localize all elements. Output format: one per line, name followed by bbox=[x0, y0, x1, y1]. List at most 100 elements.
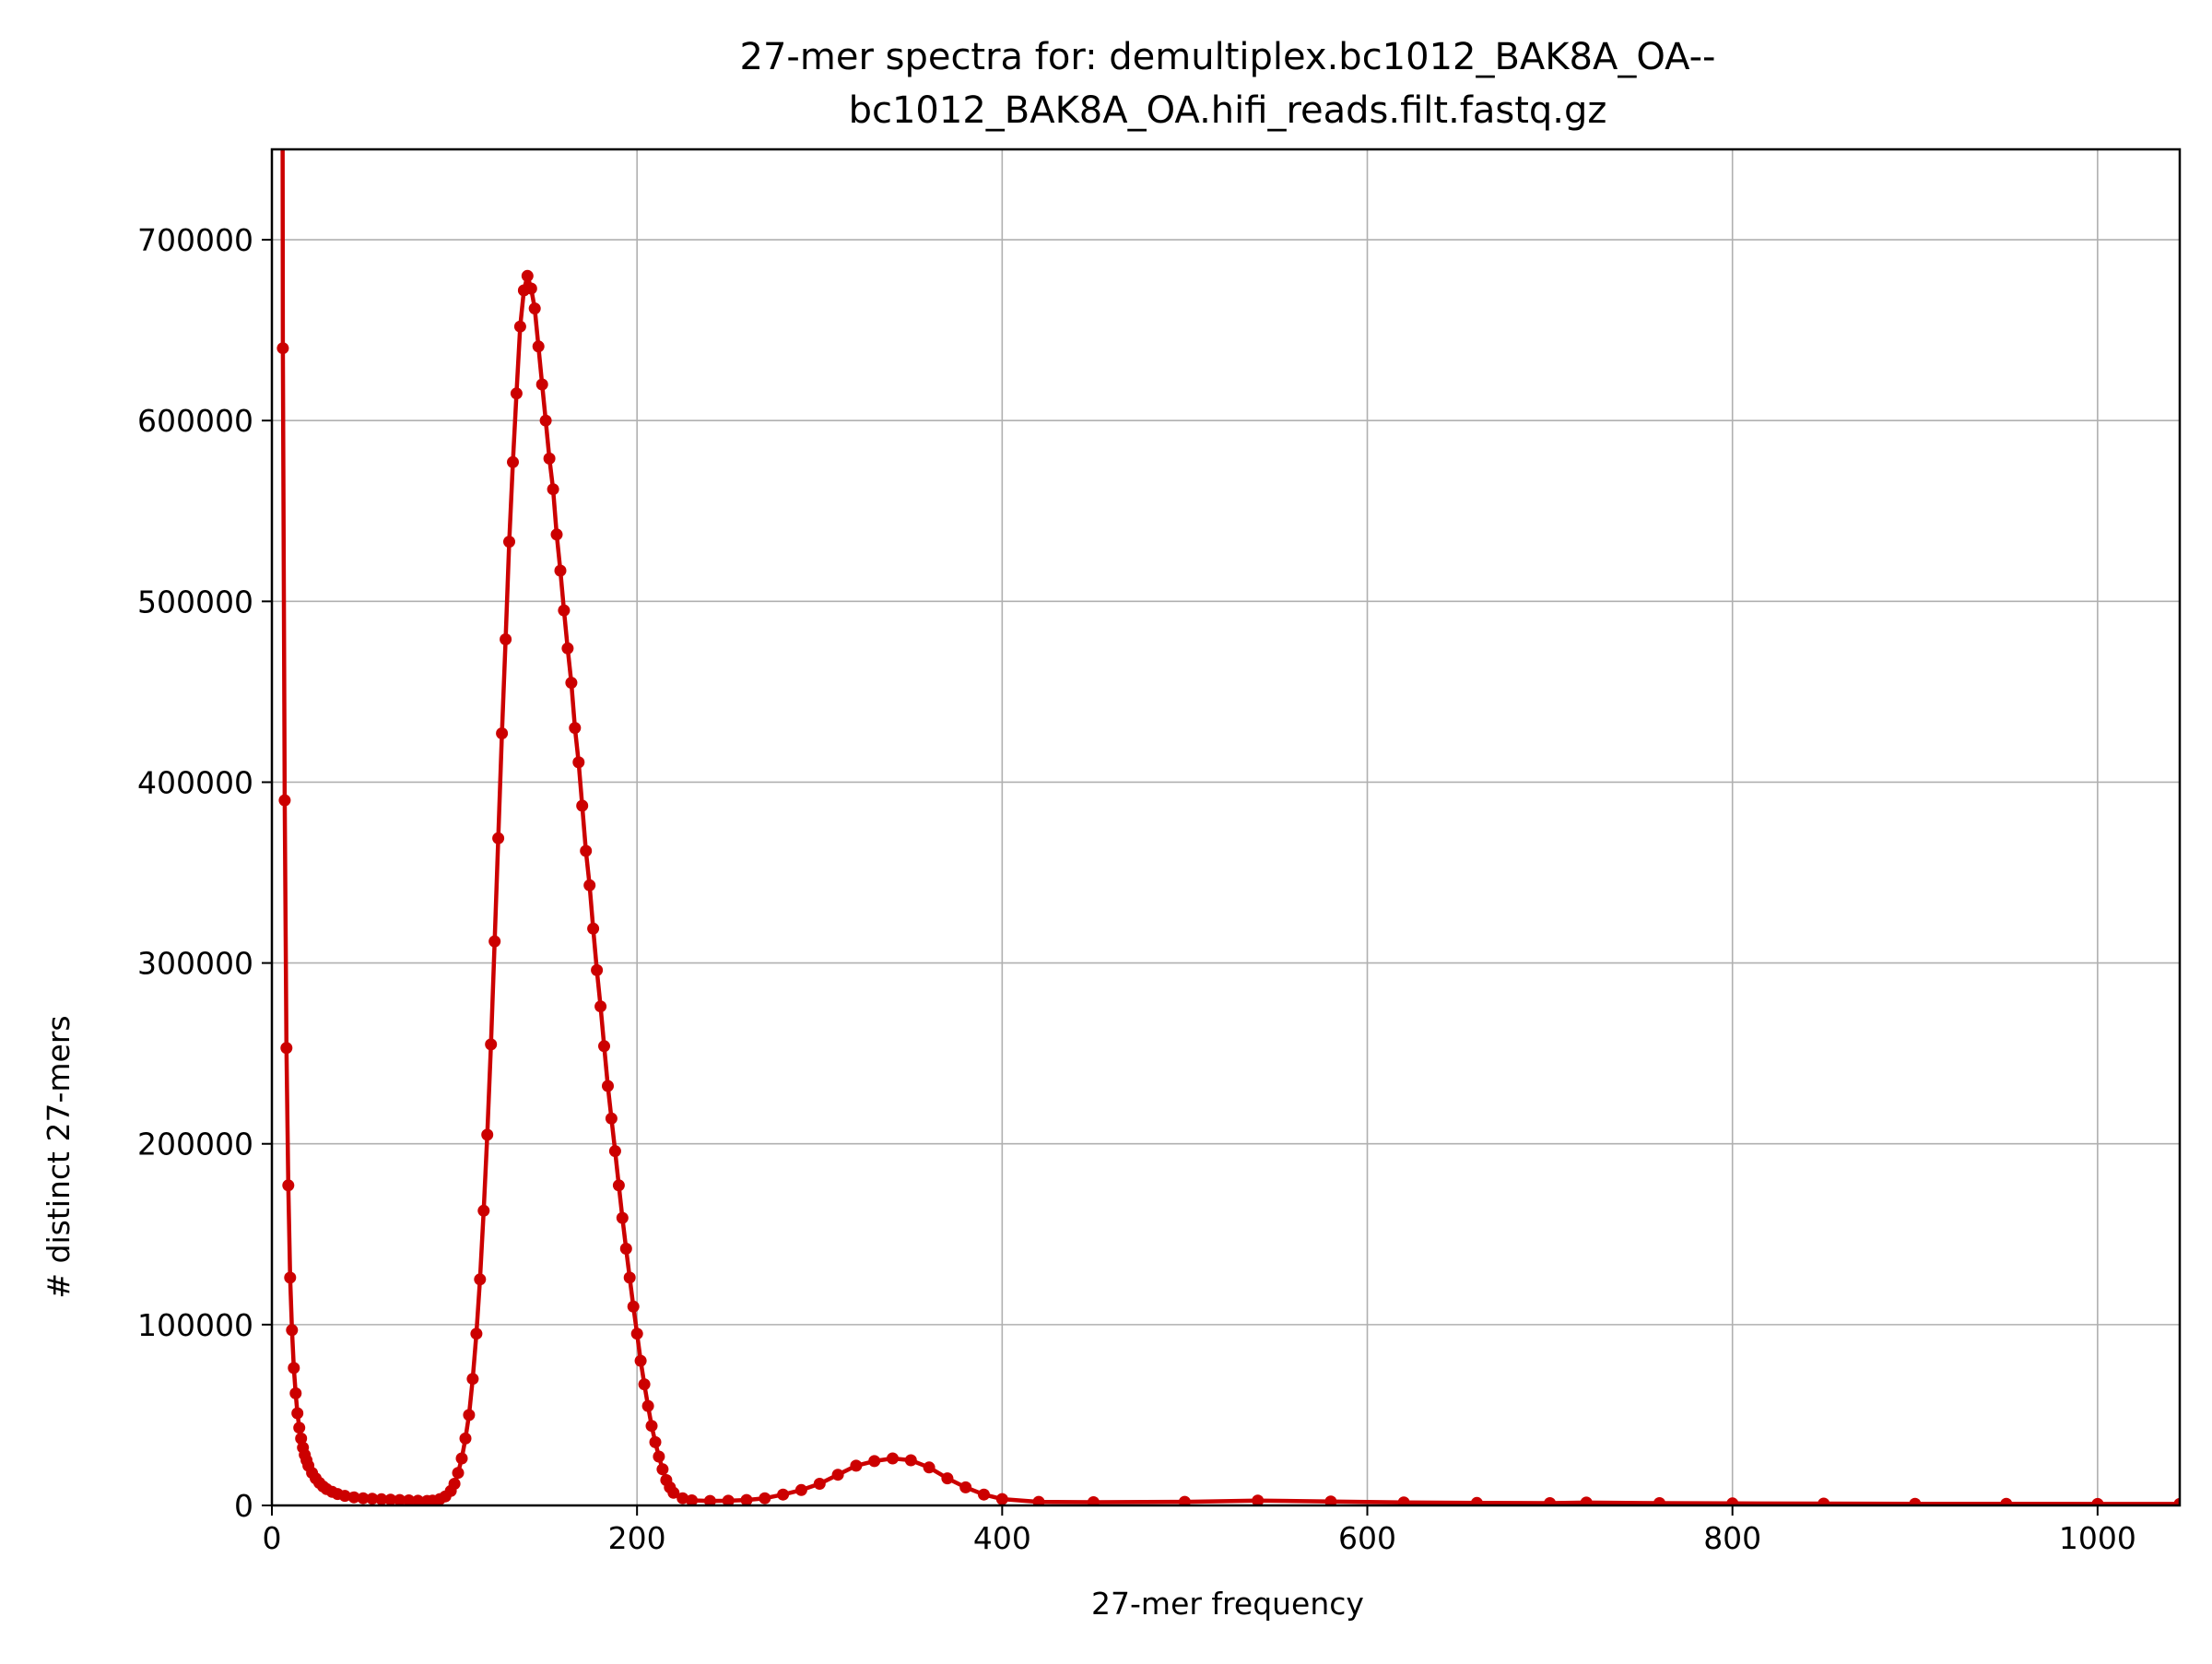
data-point bbox=[638, 1378, 651, 1391]
data-point bbox=[703, 1494, 716, 1505]
data-point bbox=[612, 1179, 625, 1192]
data-point bbox=[284, 1271, 297, 1284]
y-tick-label: 700000 bbox=[137, 222, 253, 258]
data-point bbox=[477, 1204, 490, 1217]
y-tick-label: 400000 bbox=[137, 764, 253, 800]
data-point bbox=[347, 1491, 360, 1504]
data-point bbox=[580, 844, 593, 857]
data-point bbox=[295, 1432, 308, 1445]
data-point bbox=[485, 1038, 498, 1051]
data-point bbox=[481, 1128, 494, 1141]
data-point bbox=[1470, 1496, 1483, 1505]
plot-layer bbox=[276, 149, 2180, 1505]
y-axis-label: # distinct 27-mers bbox=[41, 1015, 76, 1298]
data-point bbox=[535, 378, 548, 391]
data-point bbox=[677, 1492, 689, 1505]
data-point bbox=[941, 1472, 954, 1485]
data-point bbox=[923, 1461, 935, 1474]
x-tick-label: 1000 bbox=[2059, 1520, 2136, 1556]
data-point bbox=[904, 1454, 917, 1467]
data-point bbox=[276, 342, 289, 355]
x-tick-label: 0 bbox=[263, 1520, 282, 1556]
data-point bbox=[667, 1486, 680, 1499]
data-point bbox=[455, 1452, 468, 1465]
data-point bbox=[513, 320, 526, 333]
data-point bbox=[2091, 1497, 2104, 1505]
data-point bbox=[293, 1422, 306, 1434]
data-point bbox=[528, 302, 541, 315]
data-point bbox=[280, 1042, 293, 1055]
x-tick-label: 200 bbox=[608, 1520, 666, 1556]
grid-layer bbox=[271, 149, 2180, 1506]
data-point bbox=[1032, 1495, 1045, 1505]
data-point bbox=[366, 1493, 379, 1505]
x-tick-label: 800 bbox=[1703, 1520, 1761, 1556]
data-point bbox=[598, 1040, 610, 1053]
data-point bbox=[463, 1409, 476, 1422]
y-tick-label: 300000 bbox=[137, 946, 253, 982]
data-point bbox=[291, 1407, 304, 1420]
data-point bbox=[591, 963, 604, 976]
data-point bbox=[641, 1399, 654, 1412]
data-point bbox=[813, 1478, 826, 1490]
data-point bbox=[289, 1387, 302, 1399]
data-point bbox=[831, 1469, 844, 1481]
plot-frame bbox=[270, 148, 2182, 1507]
data-point bbox=[653, 1450, 665, 1463]
data-point bbox=[524, 282, 537, 295]
data-point bbox=[995, 1493, 1008, 1505]
y-tick-label: 600000 bbox=[137, 403, 253, 439]
data-point bbox=[1324, 1495, 1337, 1505]
data-point bbox=[474, 1273, 487, 1286]
x-axis-label: 27-mer frequency bbox=[1091, 1586, 1364, 1622]
data-point bbox=[470, 1328, 483, 1340]
data-point bbox=[627, 1300, 640, 1313]
data-point bbox=[448, 1478, 461, 1490]
y-tick-label: 200000 bbox=[137, 1127, 253, 1162]
data-point bbox=[394, 1493, 406, 1505]
data-point bbox=[412, 1494, 424, 1505]
data-point bbox=[543, 452, 556, 465]
data-point bbox=[608, 1145, 621, 1158]
chart-title-line-2: bc1012_BAK8A_OA.hifi_reads.filt.fastq.gz bbox=[849, 89, 1607, 132]
data-point bbox=[634, 1354, 647, 1367]
data-point bbox=[594, 1000, 607, 1013]
data-point bbox=[850, 1459, 863, 1472]
data-point bbox=[550, 528, 563, 541]
data-point bbox=[510, 387, 523, 400]
data-point bbox=[1653, 1497, 1665, 1505]
data-point bbox=[466, 1373, 479, 1386]
data-point bbox=[2173, 1497, 2180, 1505]
data-point bbox=[558, 604, 571, 617]
data-point bbox=[759, 1492, 771, 1505]
data-point bbox=[375, 1493, 388, 1505]
data-point bbox=[777, 1488, 790, 1501]
data-point bbox=[1909, 1497, 1922, 1505]
data-point bbox=[532, 340, 545, 353]
data-point bbox=[722, 1494, 735, 1505]
data-point bbox=[492, 832, 505, 844]
data-point bbox=[656, 1463, 669, 1476]
data-point bbox=[288, 1362, 300, 1375]
data-point bbox=[649, 1435, 662, 1448]
data-point bbox=[602, 1080, 614, 1092]
data-point bbox=[357, 1492, 370, 1505]
data-point bbox=[616, 1211, 629, 1224]
data-point bbox=[488, 935, 501, 948]
data-point bbox=[539, 414, 552, 427]
y-tick-label: 0 bbox=[234, 1488, 253, 1524]
data-point bbox=[547, 483, 559, 496]
data-point bbox=[623, 1271, 636, 1284]
tick-layer: 0 200 400 600 800 1000 0 100000 200000 300000 4000… bbox=[137, 222, 2136, 1556]
data-point bbox=[278, 794, 291, 807]
data-point bbox=[507, 455, 519, 468]
data-point bbox=[619, 1243, 632, 1255]
data-point bbox=[1087, 1496, 1100, 1505]
x-tick-label: 400 bbox=[973, 1520, 1031, 1556]
data-point bbox=[565, 677, 578, 690]
data-point bbox=[384, 1493, 397, 1505]
data-point bbox=[587, 922, 600, 935]
data-point bbox=[1726, 1497, 1739, 1505]
